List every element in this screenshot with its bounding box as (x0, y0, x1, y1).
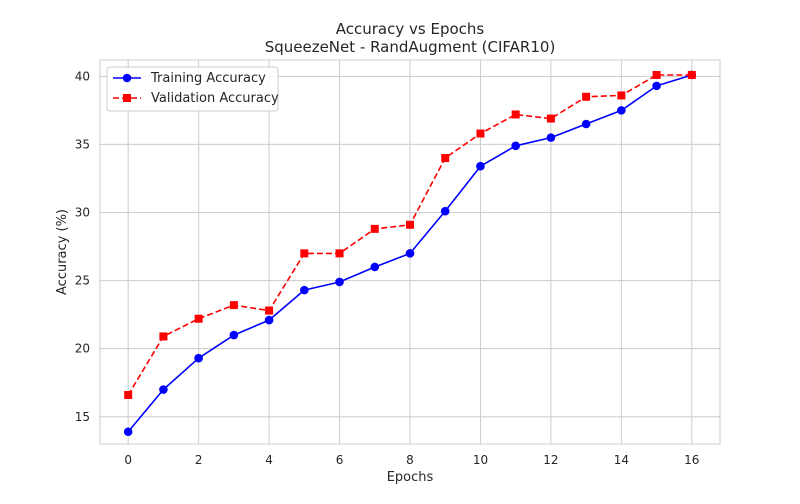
chart-title: Accuracy vs Epochs (336, 20, 485, 38)
validation-point (229, 301, 238, 310)
y-tick-label: 35 (75, 137, 90, 151)
x-tick-label: 10 (473, 453, 488, 467)
validation-point (194, 314, 203, 323)
validation-point (335, 249, 344, 258)
series-layer (123, 70, 697, 437)
validation-point (406, 220, 414, 229)
validation-point (265, 306, 274, 315)
y-axis-label: Accuracy (%) (55, 209, 70, 295)
x-tick-label: 4 (265, 453, 273, 467)
validation-point (546, 114, 555, 123)
x-tick-label: 8 (406, 453, 414, 467)
training-point (123, 427, 133, 437)
training-point (370, 262, 380, 272)
x-axis-label: Epochs (387, 470, 434, 485)
validation-point (687, 70, 696, 79)
legend-entries: Training Accuracy Validation Accuracy (113, 71, 279, 106)
x-tick-label: 16 (684, 453, 699, 467)
training-point (405, 249, 415, 258)
x-tick-label: 0 (124, 453, 132, 467)
y-tick-labels: 15 20 25 30 35 40 (75, 69, 90, 423)
legend-label: Training Accuracy (150, 71, 266, 86)
validation-point (159, 332, 168, 341)
training-point (300, 285, 309, 295)
training-point (476, 161, 485, 171)
x-tick-label: 2 (195, 453, 203, 467)
x-tick-label: 6 (336, 453, 344, 467)
y-tick-label: 40 (75, 69, 90, 83)
legend-label: Validation Accuracy (151, 91, 279, 106)
validation-point (617, 91, 626, 100)
plot-frame (99, 59, 721, 445)
validation-point (652, 70, 661, 79)
chart-subtitle: SqueezeNet - RandAugment (CIFAR10) (265, 38, 556, 56)
validation-point (511, 110, 520, 119)
y-tick-label: 15 (75, 410, 90, 424)
validation-point (370, 224, 379, 233)
training-point (511, 141, 520, 151)
legend: Training Accuracy Validation Accuracy (106, 66, 279, 112)
validation-point (300, 249, 309, 258)
training-point (546, 133, 556, 142)
legend-box (106, 66, 279, 112)
y-tick-label: 25 (75, 274, 90, 288)
y-tick-label: 20 (75, 342, 90, 356)
training-point (581, 119, 591, 129)
training-point (229, 330, 239, 340)
training-point (264, 315, 274, 325)
validation-point (441, 154, 450, 163)
training-point (617, 106, 626, 115)
training-point (440, 206, 450, 216)
x-tick-labels: 0 2 4 6 8 10 12 14 16 (124, 453, 699, 467)
training-point (194, 353, 203, 363)
training-point (652, 81, 661, 91)
x-tick-label: 14 (614, 453, 629, 467)
legend-marker-circle (122, 73, 132, 83)
training-point (335, 277, 344, 287)
x-tick-label: 12 (543, 453, 558, 467)
validation-point (582, 92, 591, 101)
validation-point (476, 129, 485, 138)
legend-marker-square (123, 94, 131, 102)
validation-point (124, 390, 133, 399)
training-point (159, 385, 168, 394)
plot-area (99, 59, 721, 445)
y-tick-label: 30 (75, 206, 90, 220)
